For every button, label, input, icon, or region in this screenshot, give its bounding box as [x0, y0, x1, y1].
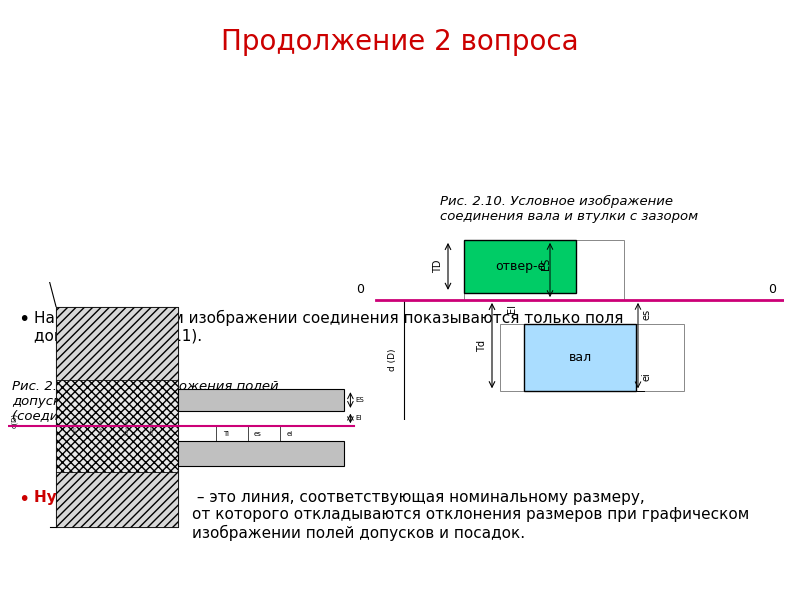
Text: ei: ei: [286, 431, 293, 437]
Text: ES: ES: [541, 258, 551, 270]
FancyBboxPatch shape: [56, 307, 178, 527]
Text: TD: TD: [433, 260, 443, 273]
Text: EI: EI: [507, 304, 517, 313]
Text: отвер-е: отвер-е: [495, 260, 545, 273]
Text: ei: ei: [641, 373, 651, 381]
Text: Рис. 2.11. Схема расположения полей
допусков, сопрягаемых деталей
(соединение с : Рис. 2.11. Схема расположения полей допу…: [12, 380, 278, 423]
Text: es: es: [641, 309, 651, 320]
Text: 0: 0: [356, 283, 364, 296]
Text: Продолжение 2 вопроса: Продолжение 2 вопроса: [221, 28, 579, 56]
Text: d (D): d (D): [387, 349, 397, 371]
Text: dmin: dmin: [73, 418, 78, 434]
Polygon shape: [56, 472, 178, 527]
Text: dном: dном: [98, 418, 103, 434]
Polygon shape: [178, 442, 344, 466]
Text: Dmax: Dmax: [150, 417, 154, 436]
Polygon shape: [178, 389, 344, 411]
Text: На схематическом изображении соединения показываются только поля
допусков (рис. : На схематическом изображении соединения …: [34, 310, 623, 344]
Polygon shape: [56, 380, 178, 472]
Text: 0: 0: [768, 283, 776, 296]
Text: Ti: Ti: [222, 431, 229, 437]
Text: Td: Td: [477, 340, 487, 352]
Text: •: •: [18, 490, 30, 509]
Text: Рис. 2.10. Условное изображение
соединения вала и втулки с зазором: Рис. 2.10. Условное изображение соединен…: [440, 195, 698, 223]
Text: EI: EI: [355, 415, 362, 421]
Text: – это линия, соответствующая номинальному размеру,
от которого откладываются отк: – это линия, соответствующая номинальном…: [192, 490, 750, 541]
Text: вал: вал: [569, 351, 591, 364]
Polygon shape: [56, 307, 178, 380]
Bar: [464, 240, 624, 300]
Bar: [464, 240, 576, 293]
Text: Dном: Dном: [124, 418, 129, 435]
Text: Нулевая линия: Нулевая линия: [34, 490, 166, 505]
Text: es: es: [254, 431, 262, 437]
Text: ES: ES: [355, 397, 364, 403]
Text: •: •: [18, 310, 30, 329]
Bar: [500, 324, 684, 391]
Bar: [524, 324, 636, 391]
Text: d(D): d(D): [11, 412, 18, 428]
